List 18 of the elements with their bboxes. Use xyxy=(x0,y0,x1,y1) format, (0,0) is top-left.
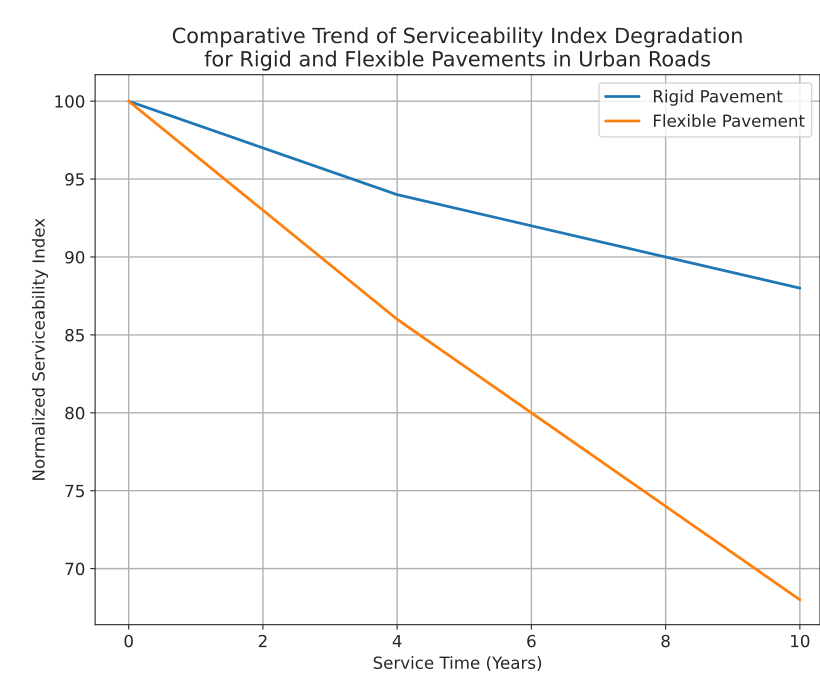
y-tick-label: 95 xyxy=(65,173,84,186)
y-tick-label: 100 xyxy=(55,95,84,108)
legend-label: Flexible Pavement xyxy=(654,114,805,128)
legend-label: Rigid Pavement xyxy=(654,90,782,106)
y-tick-label: 80 xyxy=(65,406,84,420)
chart-title: Comparative Trend of Serviceability Index Degradation for Rigid and Flexible Pavements in Urban Roads xyxy=(172,27,742,71)
x-tick-label: 6 xyxy=(527,634,536,648)
y-tick-label: 70 xyxy=(66,562,84,576)
x-tick-label: 8 xyxy=(661,634,670,648)
y-tick-label: 75 xyxy=(66,484,84,498)
y-axis-title: Normalized Serviceability Index xyxy=(32,218,48,480)
y-tick-label: 85 xyxy=(65,328,84,342)
x-tick-label: 4 xyxy=(392,634,402,648)
x-tick-label: 0 xyxy=(124,634,133,648)
x-tick-label: 2 xyxy=(258,634,267,648)
x-tick-label: 10 xyxy=(791,634,810,648)
x-axis-title: Service Time (Years) xyxy=(374,656,542,671)
y-tick-label: 90 xyxy=(65,250,84,264)
